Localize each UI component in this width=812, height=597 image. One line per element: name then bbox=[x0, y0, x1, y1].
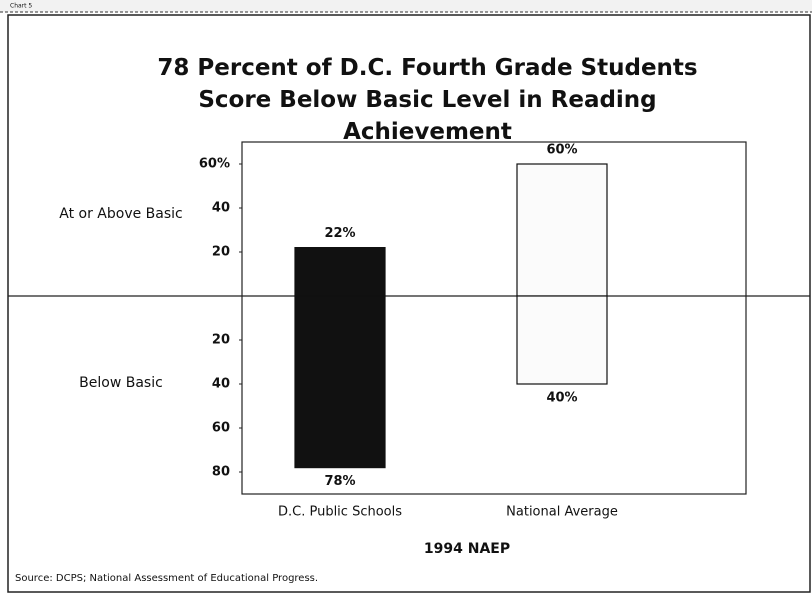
y-tick-label: 20 bbox=[212, 245, 230, 260]
chart-title: 78 Percent of D.C. Fourth Grade Students… bbox=[157, 55, 698, 145]
header-text: Chart 5 bbox=[10, 3, 32, 10]
plot-frame bbox=[241, 141, 747, 495]
y-tick-label: 20 bbox=[212, 333, 230, 348]
source: Source: DCPS; National Assessment of Edu… bbox=[15, 573, 318, 584]
y-tick-label: 60% bbox=[199, 157, 230, 172]
y-tick-label: 80 bbox=[212, 465, 230, 480]
header-strip bbox=[0, 0, 812, 12]
y-tick-label: 40 bbox=[212, 201, 230, 216]
frame bbox=[7, 14, 811, 593]
bar bbox=[516, 295, 608, 385]
x-tick-label: National Average bbox=[506, 505, 618, 520]
series-label: At or Above Basic bbox=[59, 206, 183, 222]
y-tick-label: 60 bbox=[212, 421, 230, 436]
bar bbox=[516, 163, 608, 297]
x-axis-label: 1994 NAEP bbox=[424, 541, 510, 557]
value-label: 40% bbox=[546, 391, 577, 406]
x-tick-label: D.C. Public Schools bbox=[278, 505, 402, 520]
value-label: 22% bbox=[324, 226, 355, 241]
bar bbox=[294, 295, 386, 469]
value-label: 60% bbox=[546, 143, 577, 158]
series-label: Below Basic bbox=[79, 374, 163, 391]
bar bbox=[294, 247, 386, 297]
value-label: 78% bbox=[324, 474, 355, 489]
y-tick-label: 40 bbox=[212, 377, 230, 392]
